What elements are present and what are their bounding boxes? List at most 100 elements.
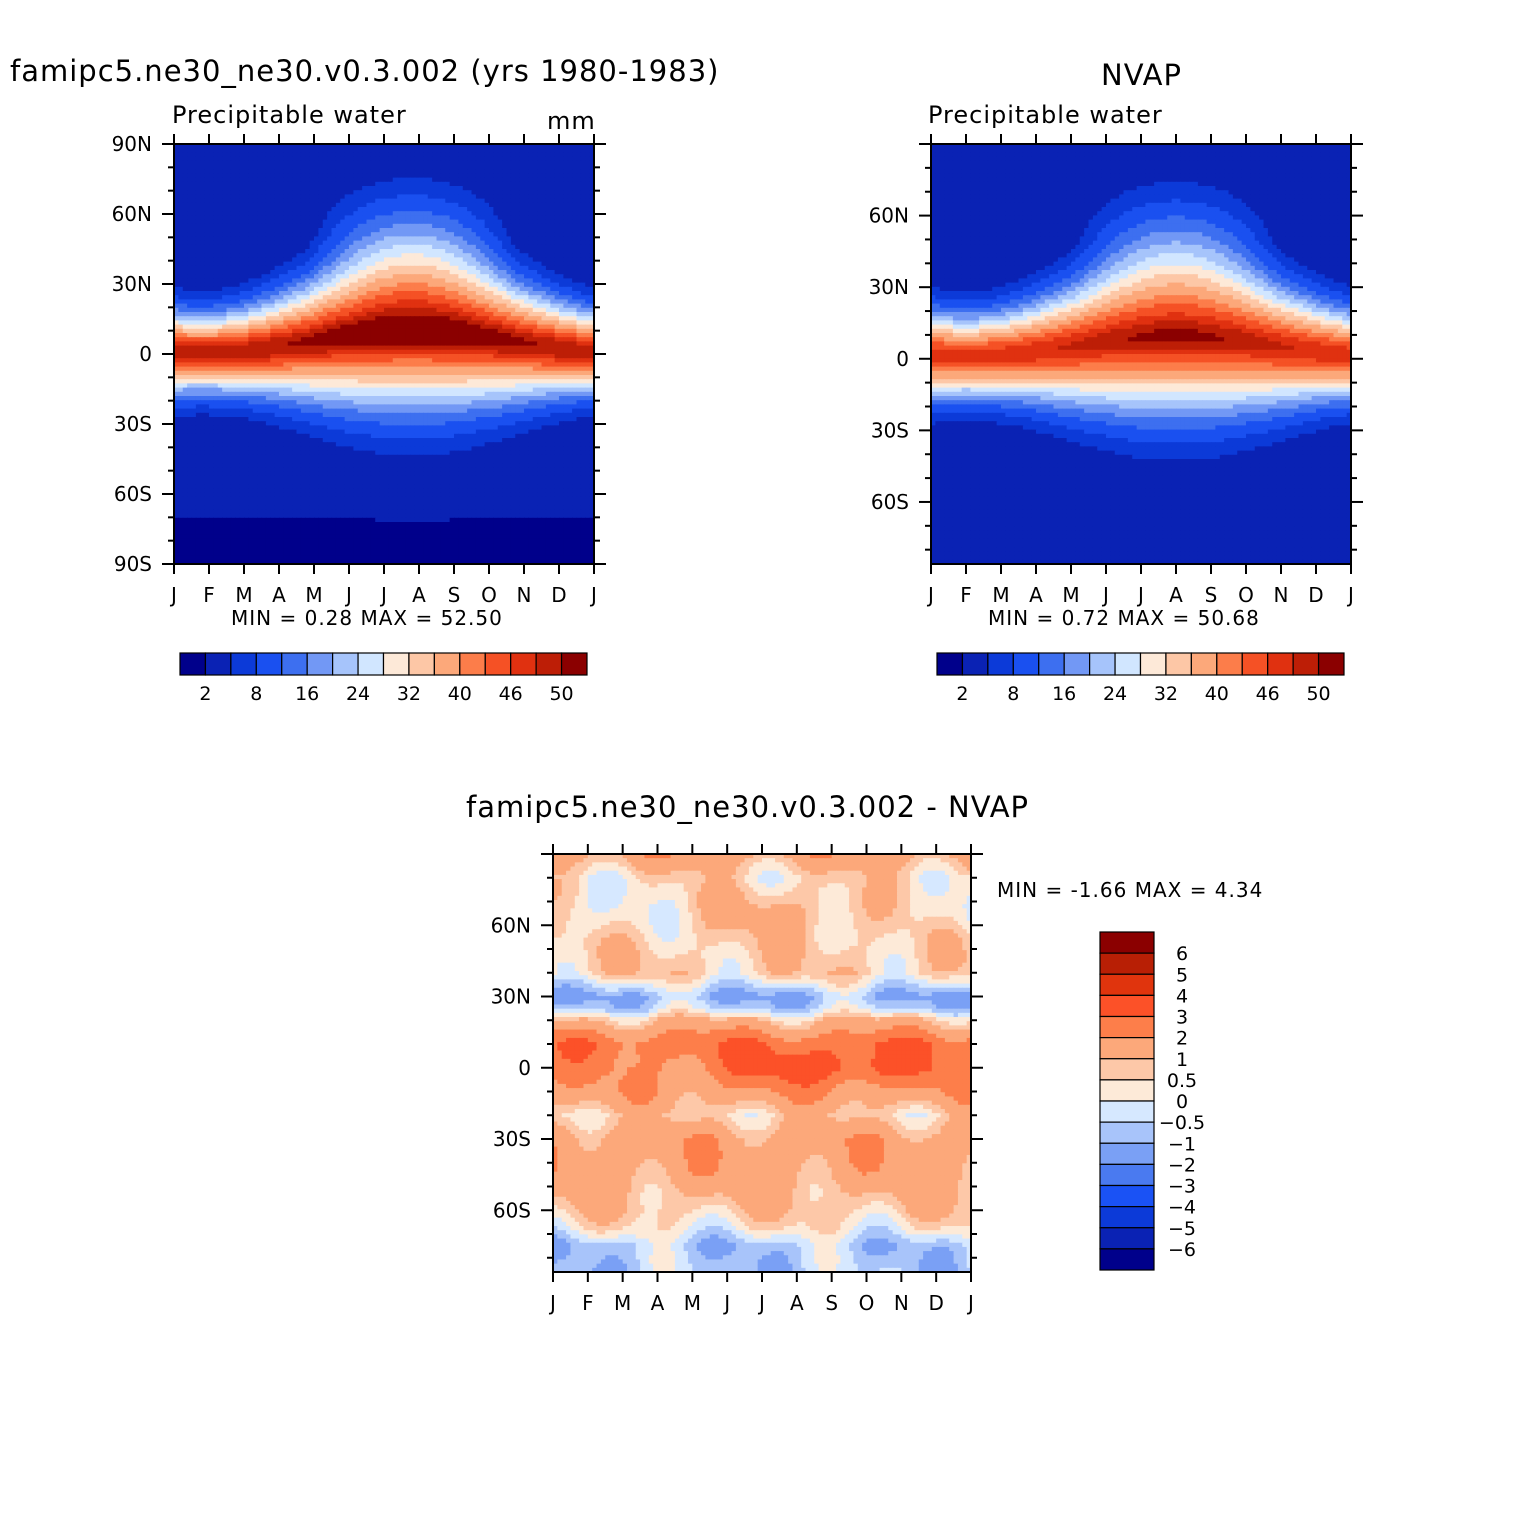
colorbar-label: −1	[1168, 1133, 1196, 1155]
obs-x-tick-label: F	[960, 583, 972, 607]
diff-x-tick-label: F	[582, 1291, 594, 1315]
colorbar-box	[1099, 1079, 1155, 1102]
colorbar-box	[1317, 652, 1345, 676]
model-x-tick-label: A	[272, 583, 286, 607]
obs-x-tick-label: O	[1238, 583, 1254, 607]
colorbar-label: 46	[499, 683, 523, 705]
colorbar-box	[382, 652, 410, 676]
obs-x-tick-label: N	[1274, 583, 1289, 607]
model-y-tick-label: 60S	[114, 482, 152, 506]
colorbar-box	[1012, 652, 1040, 676]
obs-x-tick-label: D	[1308, 583, 1323, 607]
colorbar-box	[1099, 1227, 1155, 1250]
colorbar-box	[1267, 652, 1294, 676]
diff-x-tick-label: M	[684, 1291, 701, 1315]
model-x-tick-label: S	[448, 583, 461, 607]
colorbar-box	[1099, 1206, 1155, 1229]
colorbar-label: 8	[1007, 683, 1019, 705]
colorbar-label: 24	[1103, 683, 1127, 705]
colorbar-box	[306, 652, 334, 676]
model-x-tick-label: F	[203, 583, 215, 607]
colorbar-label: −3	[1168, 1176, 1196, 1198]
diff-min-max: MIN = -1.66 MAX = 4.34	[997, 878, 1263, 902]
diff-y-tick-label: 60S	[493, 1198, 531, 1222]
model-min-max: MIN = 0.28 MAX = 52.50	[231, 606, 503, 630]
colorbar-label: 32	[397, 683, 421, 705]
obs-min-max: MIN = 0.72 MAX = 50.68	[988, 606, 1260, 630]
diff-x-tick-label: M	[614, 1291, 631, 1315]
colorbar-box	[987, 652, 1014, 676]
model-y-tick-label: 30S	[114, 412, 152, 436]
colorbars: 2 8 16 24 32 40 46 50 2 8 16 24 32 40 46 506543210.50−0…	[179, 652, 1345, 1271]
colorbar-box	[1038, 652, 1065, 676]
colorbar-label: 0	[1176, 1091, 1188, 1113]
obs-y-tick-label: 30S	[871, 418, 909, 442]
diff-x-tick-label: J	[548, 1291, 556, 1315]
colorbar-label: 2	[1176, 1028, 1188, 1050]
colorbar-label: 40	[448, 683, 472, 705]
obs-y-tick-label: 60N	[869, 204, 909, 228]
model-x-tick-label: J	[344, 583, 352, 607]
colorbar-box	[961, 652, 989, 676]
colorbar-box	[1099, 931, 1155, 954]
colorbar-label: 50	[1306, 683, 1330, 705]
colorbar-label: 24	[346, 683, 370, 705]
colorbar-box	[204, 652, 232, 676]
obs-x-tick-label: J	[1346, 583, 1354, 607]
colorbar-box	[408, 652, 435, 676]
colorbar-box	[1099, 973, 1155, 996]
colorbar-label: 32	[1154, 683, 1178, 705]
diff-x-tick-label: J	[757, 1291, 765, 1315]
diff-panel-title: famipc5.ne30_ne30.v0.3.002 - NVAP	[466, 790, 1029, 824]
model-x-tick-label: M	[305, 583, 322, 607]
obs-left-string: Precipitable water	[928, 101, 1163, 129]
obs-x-tick-label: A	[1029, 583, 1043, 607]
colorbar-label: −5	[1168, 1218, 1196, 1240]
colorbar-main-1: 2 8 16 24 32 40 46 50	[936, 652, 1345, 705]
colorbar-label: 8	[250, 683, 262, 705]
obs-x-tick-label: M	[1062, 583, 1079, 607]
colorbar-label: 50	[549, 683, 573, 705]
colorbar-box	[1099, 994, 1155, 1018]
obs-x-tick-label: S	[1205, 583, 1218, 607]
model-y-tick-label: 90S	[114, 552, 152, 576]
diff-y-tick-label: 30N	[491, 985, 531, 1009]
colorbar-box	[1139, 652, 1167, 676]
model-y-tick-label: 60N	[112, 202, 152, 226]
model-x-tick-label: N	[517, 583, 532, 607]
colorbar-box	[179, 652, 207, 676]
model-y-tick-label: 90N	[112, 132, 152, 156]
obs-x-tick-label: J	[1101, 583, 1109, 607]
obs-y-tick-label: 0	[896, 347, 909, 371]
colorbar-label: 5	[1176, 964, 1188, 986]
obs-x-tick-label: A	[1169, 583, 1183, 607]
colorbar-label: 0.5	[1167, 1070, 1197, 1092]
diff-x-tick-label: D	[928, 1291, 943, 1315]
colorbar-box	[1216, 652, 1243, 676]
colorbar-box	[1099, 1037, 1155, 1060]
colorbar-box	[1099, 1058, 1155, 1081]
colorbar-box	[255, 652, 283, 676]
diff-x-tick-label: A	[790, 1291, 804, 1315]
colorbar-label: 1	[1176, 1049, 1188, 1071]
colorbar-box	[281, 652, 308, 676]
colorbar-label: 46	[1256, 683, 1280, 705]
model-panel-title: famipc5.ne30_ne30.v0.3.002 (yrs 1980-198…	[10, 54, 719, 88]
colorbar-box	[1099, 952, 1155, 975]
obs-x-tick-label: J	[926, 583, 934, 607]
obs-x-tick-label: J	[1136, 583, 1144, 607]
diff-x-tick-label: J	[966, 1291, 974, 1315]
diff-x-tick-label: O	[859, 1291, 875, 1315]
diff-y-tick-label: 30S	[493, 1127, 531, 1151]
obs-contour-field	[931, 144, 1352, 565]
colorbar-main-0: 2 8 16 24 32 40 46 50	[179, 652, 588, 705]
colorbar-box	[1099, 1100, 1155, 1123]
obs-panel-title: NVAP	[1101, 58, 1182, 92]
contour-fields	[174, 144, 1352, 1273]
colorbar-label: −4	[1168, 1197, 1196, 1219]
model-x-tick-label: J	[169, 583, 177, 607]
